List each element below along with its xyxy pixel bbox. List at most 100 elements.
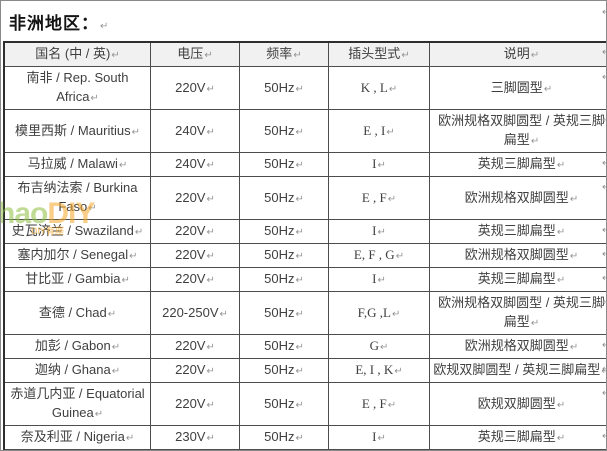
cell-frequency: 50Hz↵ [239,358,329,383]
paragraph-mark-icon: ↵ [386,126,395,138]
paragraph-mark-icon: ↵ [387,193,397,205]
cell-text: 赤道几内亚 / Equatorial Guinea [10,386,145,420]
paragraph-mark-icon: ↵ [295,193,304,205]
cell-text: 马拉威 / Malawi [27,156,118,171]
cell-frequency: 50Hz↵ [239,66,329,110]
cell-text: 50Hz [264,338,295,353]
cell-description: 欧洲规格双脚圆型↵ [429,449,606,450]
cell-text: 50Hz [264,79,295,95]
cell-voltage: 240V↵ [150,152,240,177]
cell-text: 英规三脚扁型 [477,429,556,444]
cell-text: G [369,338,379,353]
cell-text: 英规三脚扁型 [477,271,556,286]
cell-text: E , I [363,122,386,138]
paragraph-mark-icon: ↵ [401,50,410,61]
cell-voltage: 220V↵ [150,358,240,383]
paragraph-mark-icon: ↵ [134,227,144,238]
cell-voltage: 220V↵ [150,382,240,426]
cell-text: 南非 / Rep. South Africa [26,70,129,104]
cell-text: 欧规双脚圆型 [477,395,556,411]
cell-description: 英规三脚扁型↵ [429,219,606,244]
cell-text: 50Hz [264,156,295,171]
paragraph-mark-icon: ↵ [295,399,304,411]
cell-plug: F,G ,L↵ [328,291,430,335]
paragraph-mark-icon: ↵ [107,308,117,320]
paragraph-mark-icon: ↵ [295,83,304,95]
paragraph-mark-icon: ↵ [131,126,140,138]
paragraph-mark-icon: ↵ [295,275,304,286]
paragraph-mark-icon: ↵ [206,366,215,377]
cell-text: 三脚圆型 [490,79,543,95]
table-row: 喀麦隆 / Cameroon↵220V↵50Hz↵E, F , G↵欧洲规格双脚… [3,449,606,450]
cell-text: 欧洲规格双脚圆型 [464,247,569,262]
paragraph-mark-icon: ↵ [377,160,386,171]
cell-frequency: 50Hz↵ [239,267,329,292]
cell-text: F,G ,L [357,304,391,320]
cell-frequency: 50Hz↵ [239,152,329,177]
cell-country: 南非 / Rep. South Africa↵ [3,66,151,110]
cell-text: 50Hz [264,429,295,444]
table-row: 马拉威 / Malawi↵ 240V↵ 50Hz↵ I↵ 英规三脚扁型↵ [3,152,606,177]
paragraph-mark-icon: ↵ [377,275,386,286]
paragraph-mark-icon: ↵ [111,342,121,353]
paragraph-mark-icon: ↵ [121,275,130,286]
cell-text: 50Hz [264,189,295,205]
page-title-text: 非洲地区： [9,14,99,33]
cell-text: 220V [175,79,206,95]
paragraph-mark-icon: ↵ [206,342,215,353]
cell-plug: E, F , G↵ [328,243,430,268]
cell-text: 欧洲规格双脚圆型 [464,189,569,205]
table-row: 奈及利亚 / Nigeria↵ 230V↵ 50Hz↵ I↵ 英规三脚扁型↵ [3,425,606,450]
header-cell-description: 说明↵ [429,41,606,67]
paragraph-mark-icon: ↵ [111,366,121,377]
cell-voltage: 220V↵ [150,176,240,220]
cell-voltage: 220V↵ [150,219,240,244]
cell-plug: G↵ [328,334,430,359]
cell-text: 230V [175,429,206,444]
cell-text: 欧洲规格双脚圆型 / 英规三脚扁型 [438,113,605,147]
paragraph-mark-icon: ↵ [206,83,215,95]
cell-text: 查德 / Chad [38,304,107,320]
cell-text: I [372,429,377,444]
cell-text: 插头型式 [348,46,401,61]
cell-text: 甘比亚 / Gambia [25,271,121,286]
paragraph-mark-icon: ↵ [295,227,304,238]
cell-description: 欧洲规格双脚圆型↵ [429,334,606,359]
cell-frequency: 50Hz↵ [239,243,329,268]
paragraph-mark-icon: ↵ [206,160,215,171]
cell-text: 220V [175,189,206,205]
paragraph-mark-icon: ↵ [118,160,128,171]
paragraph-mark-icon: ↵ [530,318,540,329]
cell-text: I [372,156,377,171]
header-row: 国名 (中 / 英)↵ 电压↵ 频率↵ 插头型式↵ 说明↵ [3,41,606,67]
paragraph-mark-icon: ↵ [387,399,397,411]
table-row: 模里西斯 / Mauritius↵ 240V↵ 50Hz↵ E , I↵ 欧洲规格双脚圆… [3,109,606,153]
paragraph-mark-icon: ↵ [295,366,304,377]
cell-text: 英规三脚扁型 [477,156,556,171]
cell-country: 赤道几内亚 / Equatorial Guinea↵ [3,382,151,426]
header-cell-frequency: 频率↵ [239,41,329,67]
cell-country: 模里西斯 / Mauritius↵ [3,109,151,153]
cell-frequency: 50Hz↵ [239,291,329,335]
paragraph-mark-icon: ↵ [295,433,304,444]
cell-country: 奈及利亚 / Nigeria↵ [3,425,151,450]
cell-text: 说明 [503,46,530,61]
paragraph-mark-icon: ↵ [206,193,215,205]
cell-text: 奈及利亚 / Nigeria [20,429,125,444]
cell-text: 欧洲规格双脚圆型 / 英规三脚扁型 [438,295,605,329]
cell-text: 220V [175,338,206,353]
cell-text: 50Hz [264,223,295,238]
cell-voltage: 220V↵ [150,243,240,268]
paragraph-mark-icon: ↵ [219,308,228,320]
paragraph-mark-icon: ↵ [125,433,135,444]
country-voltage-table: 国名 (中 / 英)↵ 电压↵ 频率↵ 插头型式↵ 说明↵ 南非 / Rep. South… [3,41,606,450]
paragraph-mark-icon: ↵ [380,342,389,353]
cell-frequency: 50Hz↵ [239,334,329,359]
paragraph-mark-icon: ↵ [377,227,386,238]
table-row: 赤道几内亚 / Equatorial Guinea↵ 220V↵ 50Hz↵ E , … [3,382,606,426]
cell-voltage: 240V↵ [150,109,240,153]
paragraph-mark-icon: ↵ [395,251,405,262]
paragraph-mark-icon: ↵ [206,251,215,262]
cell-frequency: 50Hz↵ [239,109,329,153]
cell-text: 欧洲规格双脚圆型 [464,338,569,353]
